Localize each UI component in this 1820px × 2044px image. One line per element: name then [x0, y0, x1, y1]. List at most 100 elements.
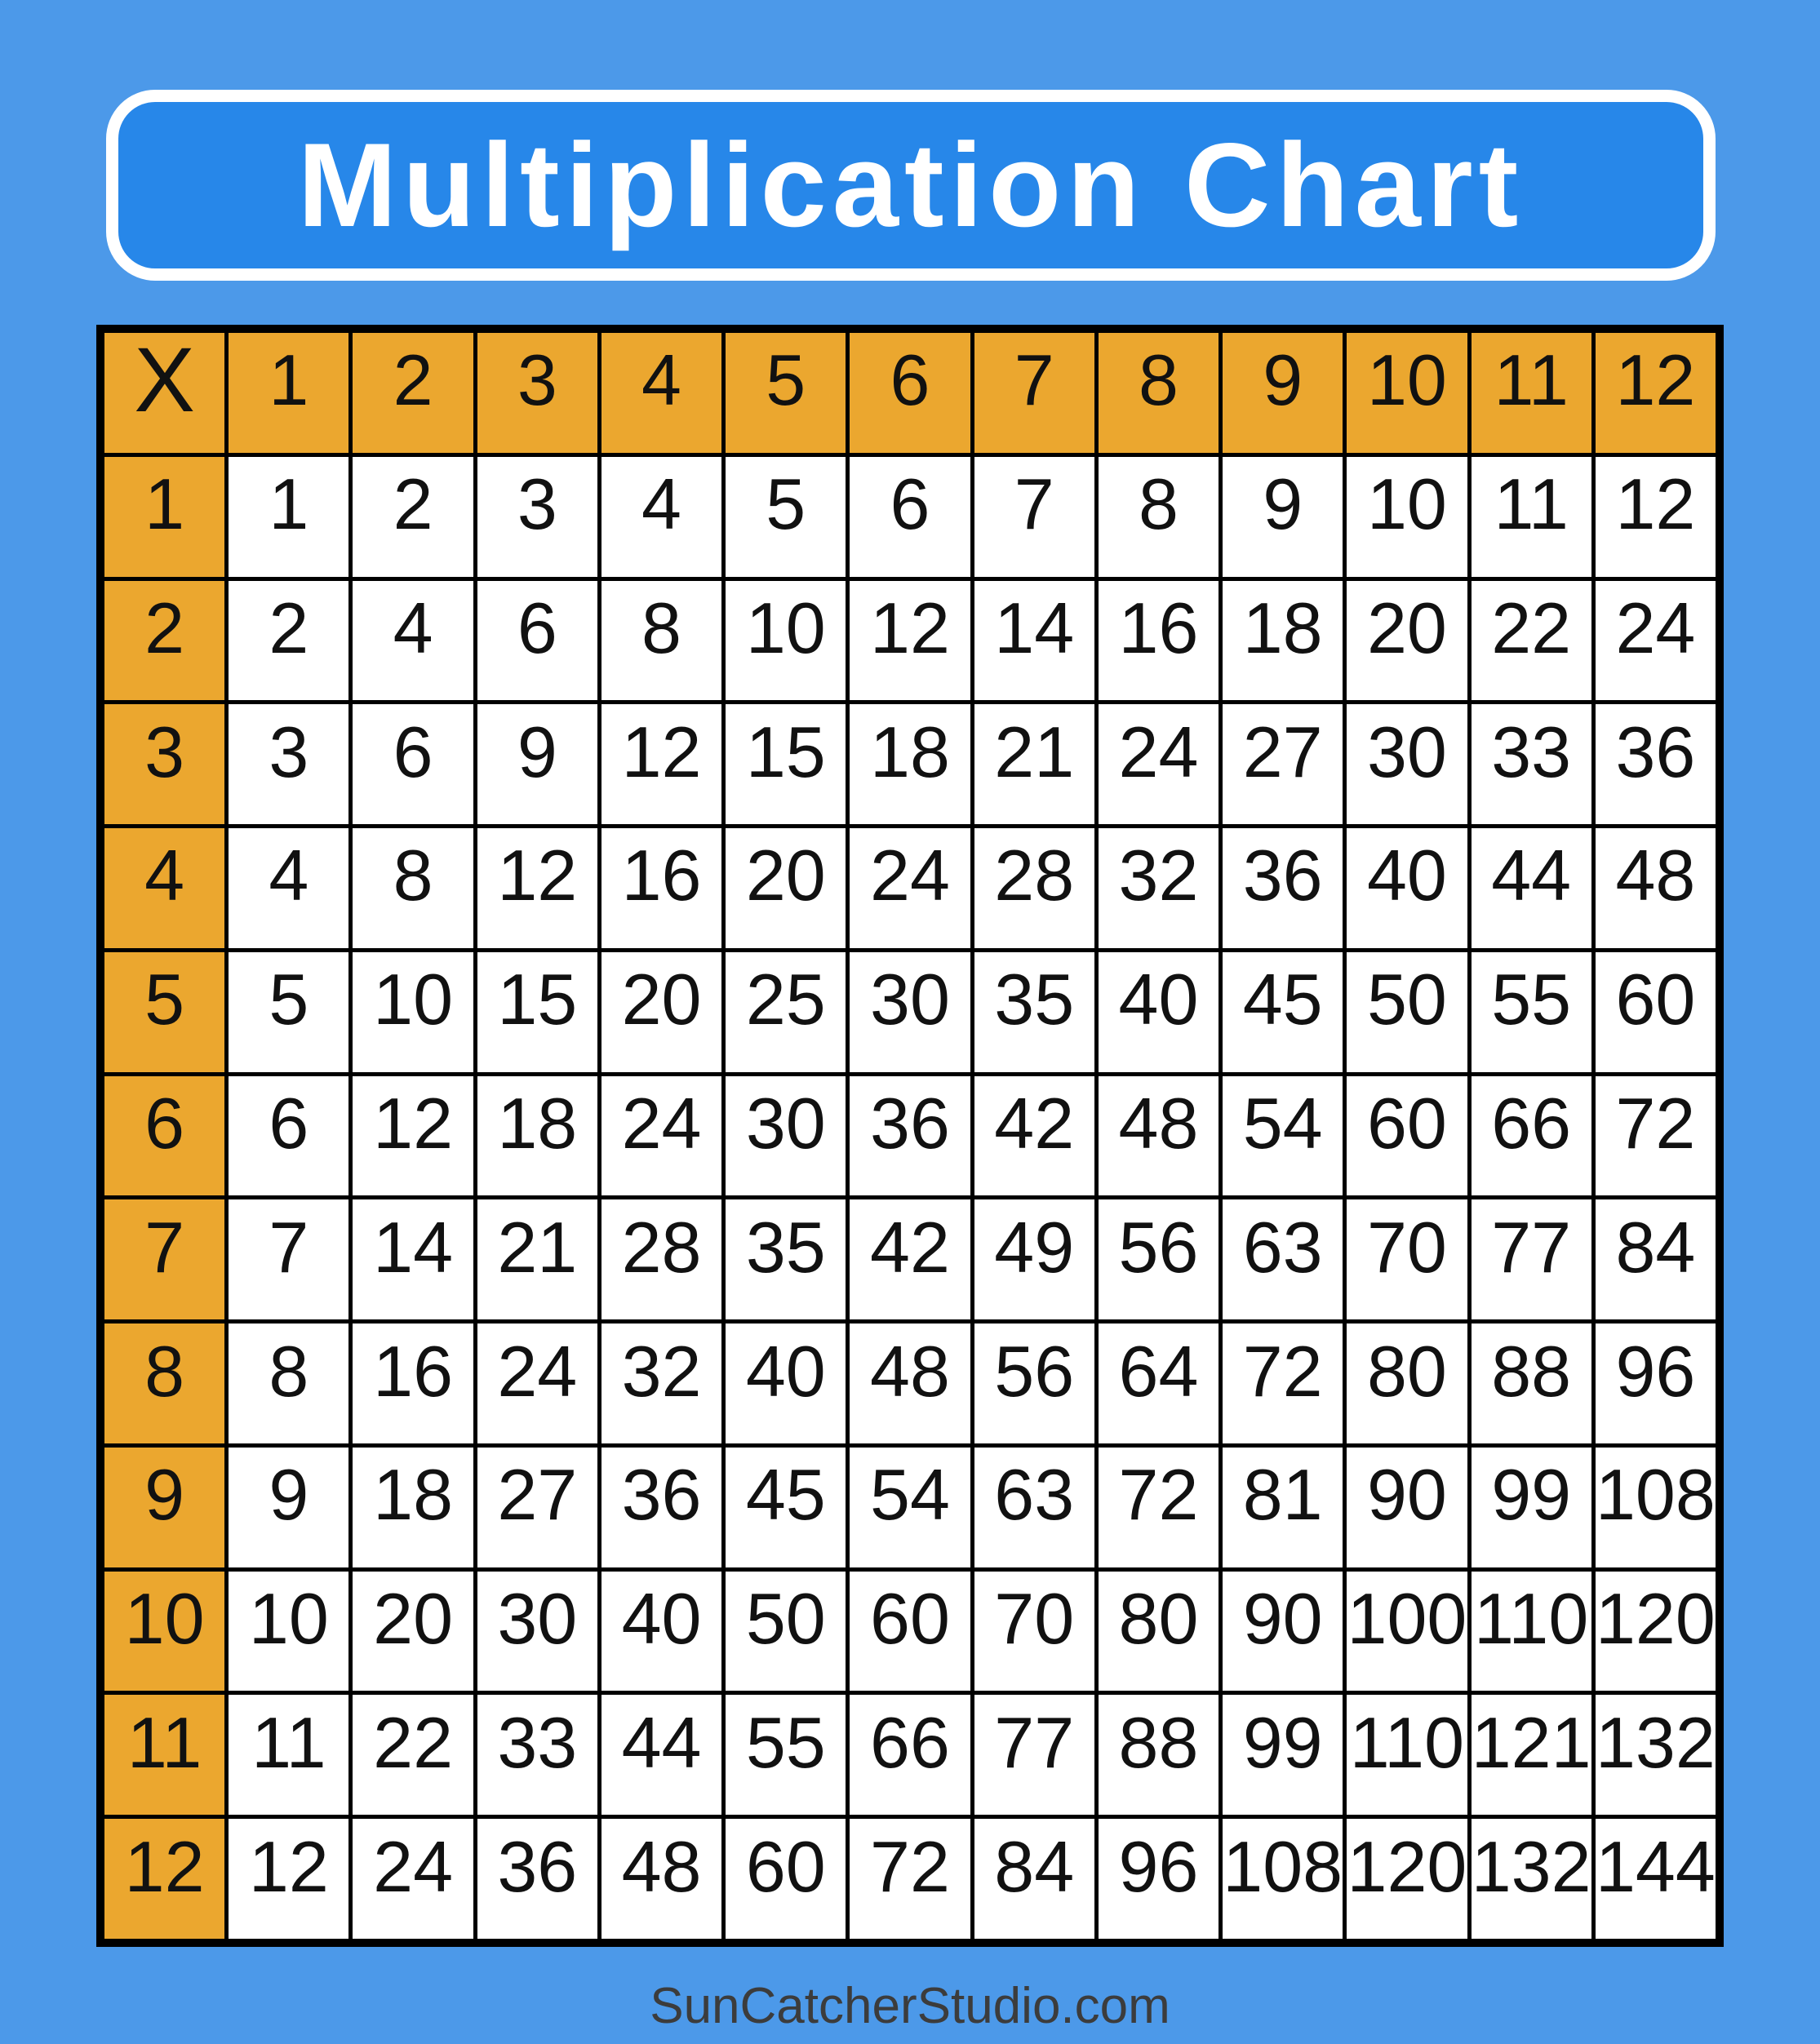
title-banner: Multiplication Chart [106, 90, 1716, 281]
row-header-11: 11 [104, 1695, 225, 1816]
row-header-6: 6 [104, 1075, 225, 1196]
cell-3x10: 30 [1347, 704, 1467, 825]
cell-2x5: 10 [726, 580, 846, 701]
row-header-9: 9 [104, 1447, 225, 1567]
cell-10x8: 80 [1098, 1571, 1219, 1692]
cell-1x3: 3 [477, 456, 597, 577]
cell-5x2: 10 [353, 951, 473, 1072]
cell-8x1: 8 [229, 1324, 349, 1443]
cell-6x2: 12 [353, 1075, 473, 1196]
cell-5x12: 60 [1595, 951, 1716, 1072]
cell-12x1: 12 [229, 1819, 349, 1939]
row-header-7: 7 [104, 1199, 225, 1320]
cell-7x11: 77 [1471, 1199, 1591, 1320]
cell-7x9: 63 [1223, 1199, 1343, 1320]
cell-9x8: 72 [1098, 1447, 1219, 1567]
cell-12x8: 96 [1098, 1819, 1219, 1939]
cell-8x5: 40 [726, 1324, 846, 1443]
cell-1x4: 4 [601, 456, 722, 577]
cell-9x3: 27 [477, 1447, 597, 1567]
cell-9x2: 18 [353, 1447, 473, 1567]
cell-9x4: 36 [601, 1447, 722, 1567]
cell-11x3: 33 [477, 1695, 597, 1816]
cell-9x1: 9 [229, 1447, 349, 1567]
cell-10x5: 50 [726, 1571, 846, 1692]
cell-1x8: 8 [1098, 456, 1219, 577]
cell-9x5: 45 [726, 1447, 846, 1567]
cell-9x10: 90 [1347, 1447, 1467, 1567]
cell-7x1: 7 [229, 1199, 349, 1320]
column-header-3: 3 [477, 333, 597, 453]
cell-5x7: 35 [974, 951, 1094, 1072]
column-header-5: 5 [726, 333, 846, 453]
cell-11x5: 55 [726, 1695, 846, 1816]
cell-7x7: 49 [974, 1199, 1094, 1320]
row-header-2: 2 [104, 580, 225, 701]
cell-5x5: 25 [726, 951, 846, 1072]
column-header-10: 10 [1347, 333, 1467, 453]
cell-4x4: 16 [601, 828, 722, 948]
cell-11x7: 77 [974, 1695, 1094, 1816]
row-header-8: 8 [104, 1324, 225, 1443]
cell-8x8: 64 [1098, 1324, 1219, 1443]
cell-4x9: 36 [1223, 828, 1343, 948]
cell-3x3: 9 [477, 704, 597, 825]
cell-8x9: 72 [1223, 1324, 1343, 1443]
column-header-1: 1 [229, 333, 349, 453]
cell-10x12: 120 [1595, 1571, 1716, 1692]
cell-6x9: 54 [1223, 1075, 1343, 1196]
cell-7x10: 70 [1347, 1199, 1467, 1320]
column-header-9: 9 [1223, 333, 1343, 453]
cell-4x12: 48 [1595, 828, 1716, 948]
cell-1x5: 5 [726, 456, 846, 577]
cell-4x7: 28 [974, 828, 1094, 948]
cell-6x6: 36 [850, 1075, 970, 1196]
cell-2x11: 22 [1471, 580, 1591, 701]
cell-12x5: 60 [726, 1819, 846, 1939]
cell-7x2: 14 [353, 1199, 473, 1320]
cell-1x11: 11 [1471, 456, 1591, 577]
cell-3x6: 18 [850, 704, 970, 825]
cell-6x11: 66 [1471, 1075, 1591, 1196]
cell-5x9: 45 [1223, 951, 1343, 1072]
cell-1x9: 9 [1223, 456, 1343, 577]
cell-4x11: 44 [1471, 828, 1591, 948]
cell-1x2: 2 [353, 456, 473, 577]
page-title: Multiplication Chart [297, 118, 1525, 251]
cell-10x4: 40 [601, 1571, 722, 1692]
cell-2x9: 18 [1223, 580, 1343, 701]
cell-10x11: 110 [1471, 1571, 1591, 1692]
cell-2x7: 14 [974, 580, 1094, 701]
column-header-7: 7 [974, 333, 1094, 453]
cell-11x10: 110 [1347, 1695, 1467, 1816]
cell-5x1: 5 [229, 951, 349, 1072]
cell-5x4: 20 [601, 951, 722, 1072]
cell-3x7: 21 [974, 704, 1094, 825]
cell-8x3: 24 [477, 1324, 597, 1443]
cell-11x2: 22 [353, 1695, 473, 1816]
table-corner-x: X [104, 333, 225, 453]
footer-credit: SunCatcherStudio.com [650, 1978, 1170, 2034]
row-header-3: 3 [104, 704, 225, 825]
cell-2x3: 6 [477, 580, 597, 701]
cell-2x10: 20 [1347, 580, 1467, 701]
column-header-4: 4 [601, 333, 722, 453]
cell-12x6: 72 [850, 1819, 970, 1939]
row-header-10: 10 [104, 1571, 225, 1692]
cell-4x6: 24 [850, 828, 970, 948]
cell-7x12: 84 [1595, 1199, 1716, 1320]
cell-4x1: 4 [229, 828, 349, 948]
cell-10x3: 30 [477, 1571, 597, 1692]
cell-6x10: 60 [1347, 1075, 1467, 1196]
cell-12x3: 36 [477, 1819, 597, 1939]
cell-6x1: 6 [229, 1075, 349, 1196]
cell-8x10: 80 [1347, 1324, 1467, 1443]
column-header-11: 11 [1471, 333, 1591, 453]
cell-1x10: 10 [1347, 456, 1467, 577]
cell-8x7: 56 [974, 1324, 1094, 1443]
cell-9x9: 81 [1223, 1447, 1343, 1567]
cell-12x7: 84 [974, 1819, 1094, 1939]
cell-12x2: 24 [353, 1819, 473, 1939]
row-header-4: 4 [104, 828, 225, 948]
cell-11x8: 88 [1098, 1695, 1219, 1816]
